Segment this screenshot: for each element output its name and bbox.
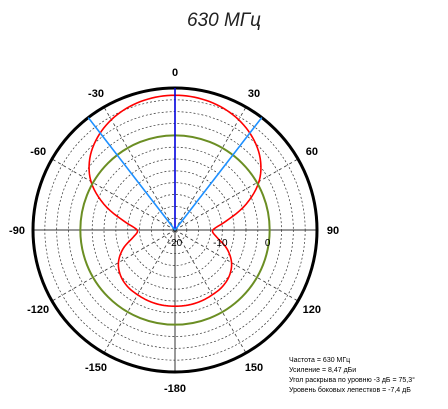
radial-gridline [174, 106, 247, 231]
ring-gridline [150, 205, 200, 255]
info-gain: Усиление = 8,47 дБи [289, 367, 357, 374]
beam-markers [87, 88, 263, 231]
angle-label: -30 [88, 88, 104, 100]
radial-gridline [51, 158, 176, 231]
beam-marker-line [174, 117, 263, 231]
info-box: Частота = 630 МГц Усиление = 8,47 дБи Уг… [289, 356, 448, 396]
radial-labels: -20 -10 0 [168, 238, 271, 249]
ring-gridline [127, 182, 223, 278]
angle-label: -180 [164, 383, 186, 395]
radial-tick-label: 0 [265, 238, 271, 249]
angle-labels: 0 30 60 90 120 150 -180 -150 -120 -90 -60 -30 [9, 67, 339, 395]
radial-tick-label: -10 [213, 238, 228, 249]
angle-label: 150 [245, 362, 263, 374]
angle-label: 0 [172, 67, 178, 79]
angle-label: 30 [248, 88, 260, 100]
angle-label: -150 [85, 362, 107, 374]
beam-marker-line [87, 117, 176, 231]
angle-label: -90 [9, 225, 25, 237]
info-sidelobe: Уровень боковых лепестков = -7,4 дБ [289, 387, 411, 394]
info-beamwidth: Угол раскрыва по уровню -3 дБ = 75,3° [289, 377, 415, 384]
ring-gridline [139, 194, 211, 266]
angle-label: 60 [306, 146, 318, 158]
angle-label: -60 [30, 146, 46, 158]
ring-gridline [115, 170, 235, 290]
pattern-series [88, 94, 262, 308]
ring-gridline [162, 217, 188, 243]
radial-gridline [174, 229, 247, 354]
angle-label: 120 [303, 304, 321, 316]
angle-label: 90 [327, 225, 339, 237]
ring-gridline [103, 158, 247, 302]
info-frequency: Частота = 630 МГц [289, 357, 351, 364]
angle-label: -120 [27, 304, 49, 316]
radial-tick-label: -20 [168, 238, 183, 249]
chart-title: 630 МГц [186, 10, 261, 31]
